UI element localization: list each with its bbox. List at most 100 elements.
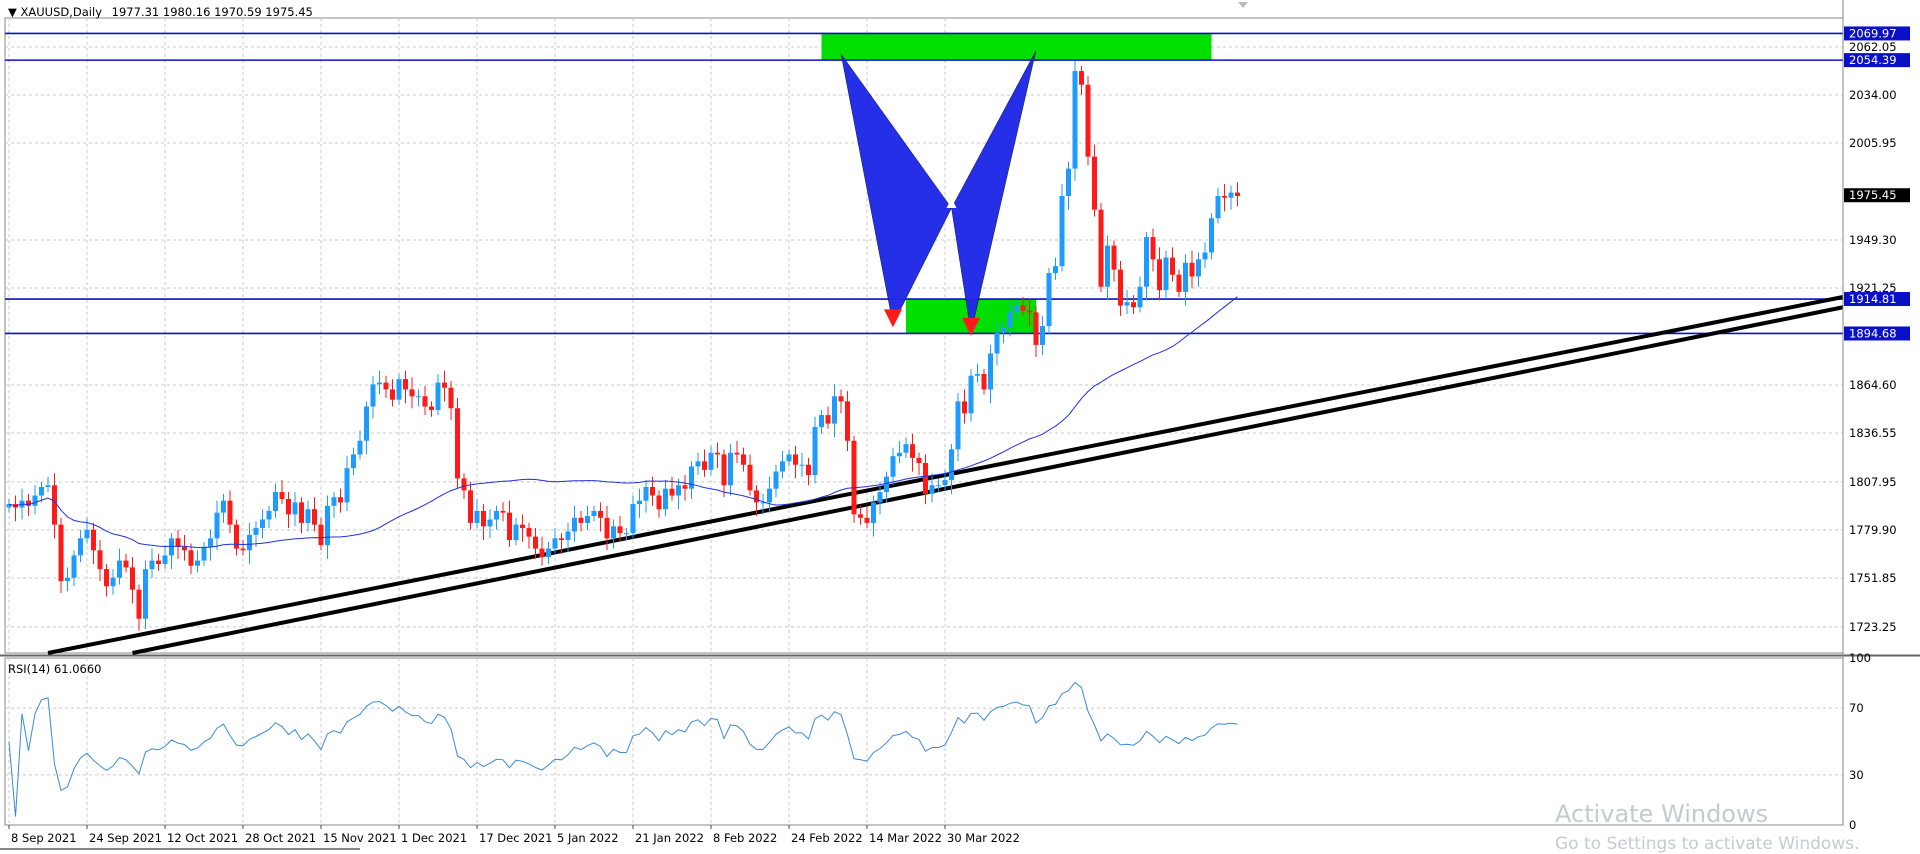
candle-body [136, 589, 142, 619]
candle-body [247, 534, 252, 551]
candle-body [1209, 218, 1214, 253]
candle-body [546, 548, 551, 558]
candle-body [780, 461, 785, 472]
candle-body [201, 546, 207, 561]
supply-demand-zone[interactable] [821, 33, 1212, 61]
candle-body [123, 560, 129, 568]
candle-body [656, 495, 662, 510]
candle-body [884, 476, 889, 493]
price-tick-label: 1779.90 [1849, 523, 1897, 537]
price-tick-label: 1864.60 [1849, 378, 1897, 392]
candle-body [156, 560, 161, 564]
candle-body [572, 517, 577, 532]
pattern-triangle-xab[interactable] [840, 53, 952, 326]
candle-body [676, 485, 681, 496]
candle-body [975, 374, 980, 376]
candle-body [6, 504, 12, 508]
trendline-lower[interactable] [132, 305, 1844, 655]
candle-body [799, 464, 805, 466]
price-tick-label: 2034.00 [1849, 88, 1897, 102]
candle-body [838, 396, 844, 402]
candle-body [182, 546, 187, 551]
candle-body [403, 379, 408, 390]
candle-body [552, 538, 558, 549]
rsi-tick-label: 70 [1849, 701, 1864, 715]
candle-body [708, 452, 714, 470]
price-tick-label: 1914.81 [1849, 292, 1897, 306]
candle-body [650, 486, 655, 496]
candle-body [643, 486, 649, 501]
candle-body [871, 502, 876, 523]
candle-body [175, 538, 181, 547]
candle-body [273, 492, 278, 511]
price-tick-label: 1894.68 [1849, 326, 1897, 340]
candle-body [689, 466, 694, 489]
candle-body [1150, 237, 1156, 260]
candle-body [591, 510, 597, 517]
candle-body [1183, 262, 1188, 292]
candle-body [279, 492, 285, 499]
candle-body [1014, 305, 1019, 313]
candle-body [442, 382, 447, 388]
candle-body [936, 485, 941, 487]
candle-body [715, 452, 720, 455]
symbol-label: XAUUSD,Daily [20, 5, 103, 19]
candle-body [45, 485, 51, 487]
candle-body [377, 382, 382, 385]
candle-body [286, 498, 291, 515]
price-tag-bg [1844, 292, 1910, 307]
candle-body [734, 452, 740, 455]
price-tick-label: 1723.25 [1849, 620, 1897, 634]
candle-body [1163, 257, 1169, 291]
price-tick-label: 2069.97 [1849, 26, 1897, 40]
windows-activation-watermark: Activate Windows Go to Settings to activ… [1555, 800, 1860, 854]
candle-body [1189, 262, 1195, 277]
candle-body [1124, 302, 1130, 306]
candle-body [292, 502, 298, 515]
rsi-line[interactable] [8, 681, 1238, 817]
price-tick-label: 1751.85 [1849, 571, 1897, 585]
candle-body [58, 524, 64, 582]
candle-body [494, 510, 499, 520]
pattern-triangle-bcd[interactable] [951, 50, 1037, 333]
date-tick-label: 28 Oct 2021 [245, 831, 316, 845]
candle-body [1176, 274, 1182, 292]
candle-body [845, 401, 850, 441]
candle-body [325, 505, 330, 546]
candle-body [968, 375, 974, 414]
candle-body [669, 488, 675, 496]
candle-body [1040, 326, 1045, 345]
candle-body [299, 502, 304, 523]
date-tick-label: 8 Feb 2022 [713, 831, 777, 845]
candle-body [266, 510, 272, 520]
candle-body [767, 488, 772, 503]
candle-body [1131, 302, 1136, 308]
candle-body [149, 560, 155, 570]
candle-body [71, 555, 77, 578]
candle-body [760, 502, 766, 504]
candle-body [832, 396, 837, 424]
candle-body [331, 497, 337, 506]
candle-body [877, 492, 883, 503]
moving-average-line[interactable] [8, 296, 1238, 549]
candle-body [825, 415, 831, 424]
candle-body [338, 497, 343, 503]
shift-marker-icon[interactable] [1238, 2, 1248, 8]
pattern-point-c-marker [962, 317, 980, 336]
dropdown-triangle-icon[interactable]: ▼ [8, 5, 17, 19]
candle-body [435, 382, 441, 410]
candle-body [695, 461, 701, 467]
candle-body [357, 440, 363, 455]
candle-body [162, 555, 168, 564]
candle-body [1222, 196, 1227, 198]
candle-body [1202, 252, 1208, 260]
candle-body [539, 548, 545, 558]
price-tick-label: 2062.05 [1849, 40, 1897, 54]
candle-body [455, 408, 460, 479]
candle-body [663, 488, 668, 510]
candle-body [104, 569, 109, 587]
candle-body [1111, 245, 1117, 270]
candle-body [721, 454, 727, 486]
